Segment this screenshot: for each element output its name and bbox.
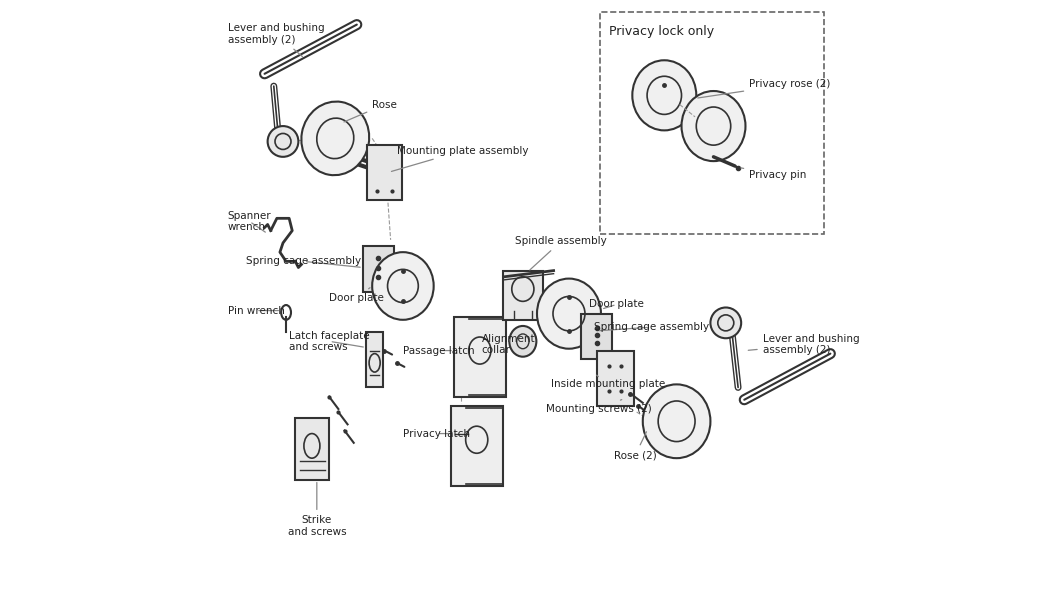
Text: Privacy latch: Privacy latch — [403, 429, 470, 438]
Ellipse shape — [372, 252, 434, 320]
Text: Spring cage assembly: Spring cage assembly — [247, 256, 361, 268]
Text: Spring cage assembly: Spring cage assembly — [594, 322, 709, 332]
Bar — [454, 317, 506, 397]
Text: Spindle assembly: Spindle assembly — [515, 236, 607, 270]
Ellipse shape — [509, 326, 536, 357]
Bar — [597, 351, 634, 406]
Text: Lever and bushing
assembly (2): Lever and bushing assembly (2) — [748, 333, 859, 355]
Text: Privacy rose (2): Privacy rose (2) — [698, 79, 831, 98]
Text: Door plate: Door plate — [589, 300, 644, 309]
Text: Door plate: Door plate — [329, 288, 384, 303]
Ellipse shape — [537, 279, 601, 349]
Bar — [295, 418, 329, 480]
Ellipse shape — [643, 384, 710, 458]
Text: Rose (2): Rose (2) — [614, 432, 657, 460]
Ellipse shape — [302, 101, 369, 175]
Text: Rose: Rose — [344, 100, 397, 122]
Text: Privacy pin: Privacy pin — [741, 168, 806, 180]
Bar — [367, 145, 402, 200]
Ellipse shape — [633, 60, 696, 130]
Text: Alignment
collar: Alignment collar — [481, 333, 535, 355]
Bar — [504, 271, 543, 320]
Text: Spanner
wrench: Spanner wrench — [227, 210, 271, 232]
Text: Strike
and screws: Strike and screws — [288, 483, 346, 537]
Ellipse shape — [268, 126, 298, 157]
Bar — [581, 314, 612, 359]
Text: Inside mounting plate: Inside mounting plate — [550, 375, 664, 389]
Ellipse shape — [710, 308, 742, 338]
Text: Latch faceplate
and screws: Latch faceplate and screws — [289, 330, 370, 352]
Text: Privacy lock only: Privacy lock only — [609, 25, 714, 38]
Text: Mounting screws (2): Mounting screws (2) — [546, 400, 652, 414]
Bar — [363, 246, 394, 292]
Text: Passage latch: Passage latch — [403, 346, 475, 355]
Text: Mounting plate assembly: Mounting plate assembly — [391, 146, 528, 172]
Ellipse shape — [681, 91, 746, 161]
Bar — [451, 406, 504, 486]
Bar — [366, 332, 383, 387]
Text: Pin wrench: Pin wrench — [227, 306, 285, 315]
Text: Lever and bushing
assembly (2): Lever and bushing assembly (2) — [227, 23, 324, 57]
